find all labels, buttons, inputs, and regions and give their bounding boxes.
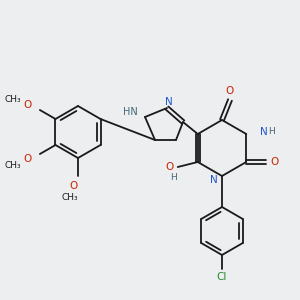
Text: O: O	[166, 162, 174, 172]
Text: N: N	[210, 175, 218, 185]
Text: O: O	[70, 181, 78, 191]
Text: CH₃: CH₃	[4, 160, 21, 169]
Text: HN: HN	[123, 107, 138, 117]
Text: CH₃: CH₃	[4, 94, 21, 103]
Text: H: H	[268, 128, 275, 136]
Text: Cl: Cl	[217, 272, 227, 282]
Text: CH₃: CH₃	[61, 194, 78, 202]
Text: O: O	[23, 100, 31, 110]
Text: N: N	[260, 127, 268, 137]
Text: H: H	[170, 172, 177, 182]
Text: O: O	[23, 154, 31, 164]
Text: N: N	[165, 97, 173, 107]
Text: O: O	[270, 157, 278, 167]
Text: O: O	[226, 86, 234, 96]
